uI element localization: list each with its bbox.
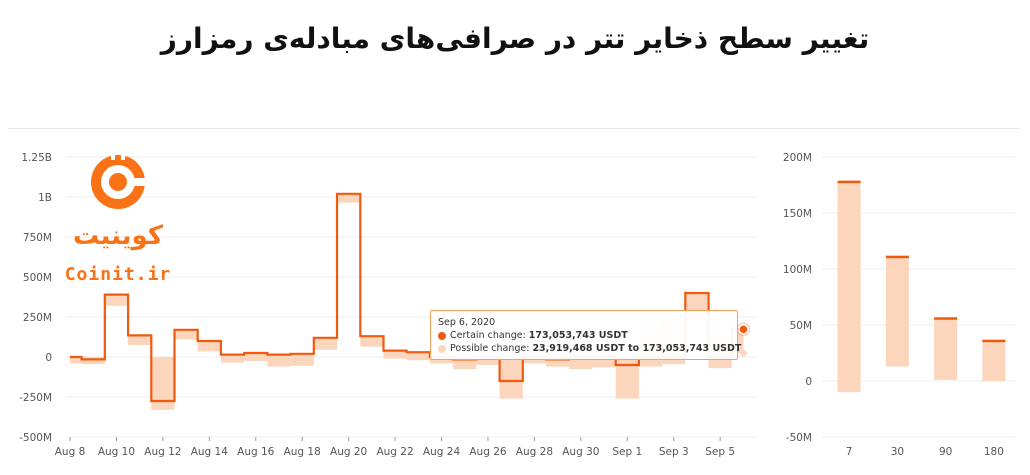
side-x-axis: 7 30 90 180 <box>846 446 1004 458</box>
main-y-tick-label: -250M <box>19 392 52 404</box>
possible-change-band <box>360 336 384 347</box>
main-x-tick-label: Sep 5 <box>705 446 735 458</box>
tooltip-date: Sep 6, 2020 <box>438 317 496 328</box>
main-x-tick-label: Sep 1 <box>612 446 642 458</box>
possible-change-band <box>151 357 175 410</box>
side-possible-bar[interactable] <box>982 340 1006 381</box>
side-y-tick-label: 50M <box>790 320 812 332</box>
side-y-axis: 200M 150M 100M 50M 0 -50M <box>783 152 812 444</box>
logo-persian-name: کوینیت <box>73 221 164 251</box>
possible-change-band <box>174 329 198 340</box>
main-x-tick-label: Sep 3 <box>659 446 689 458</box>
main-x-tick-label: Aug 16 <box>237 446 275 458</box>
possible-change-band <box>522 357 547 364</box>
main-y-tick-label: 500M <box>23 272 52 284</box>
possible-change-band <box>81 357 105 365</box>
side-possible-bar[interactable] <box>837 181 861 393</box>
possible-change-band <box>70 357 82 364</box>
main-x-tick-label: Aug 14 <box>191 446 229 458</box>
brand-logo: کوینیت Coinit.ir <box>62 152 174 292</box>
certain-dot-icon <box>438 331 446 340</box>
side-x-tick-label: 90 <box>939 446 952 458</box>
coinit-logo-icon: کوینیت <box>73 152 164 251</box>
main-x-tick-label: Aug 8 <box>55 446 86 458</box>
possible-change-band <box>615 357 639 399</box>
main-y-axis: 1.25B 1B 750M 500M 250M 0 -250M -500M <box>19 152 52 444</box>
logo-domain: Coinit.ir <box>64 264 172 285</box>
possible-change-band <box>406 352 430 361</box>
side-y-tick-label: 0 <box>805 376 812 388</box>
tooltip-certain-row: Certain change: 173,053,743 USDT <box>438 329 730 342</box>
main-y-tick-label: 1.25B <box>21 152 52 164</box>
side-y-tick-label: 150M <box>783 208 812 220</box>
certain-change-line[interactable] <box>70 192 744 403</box>
side-y-tick-label: 100M <box>783 264 812 276</box>
possible-change-band <box>290 353 314 366</box>
main-x-tick-label: Aug 20 <box>330 446 367 458</box>
hover-markers <box>736 322 751 358</box>
possible-dot-icon <box>438 344 446 353</box>
main-y-tick-label: 0 <box>45 352 52 364</box>
possible-change-band <box>476 357 500 365</box>
side-certain-marker[interactable] <box>837 180 861 184</box>
main-x-tick-label: Aug 28 <box>516 446 553 458</box>
main-x-tick-label: Aug 24 <box>423 446 461 458</box>
main-y-tick-label: 1B <box>38 192 52 204</box>
main-y-tick-label: 750M <box>23 232 52 244</box>
possible-change-band <box>267 354 291 367</box>
side-x-tick-label: 180 <box>984 446 1004 458</box>
main-x-tick-label: Aug 18 <box>284 446 321 458</box>
tooltip-certain-value: 173,053,743 USDT <box>528 330 628 341</box>
possible-change-band <box>569 357 593 369</box>
side-certain-marker[interactable] <box>885 255 909 259</box>
main-x-tick-label: Aug 30 <box>562 446 599 458</box>
main-y-tick-label: 250M <box>23 312 52 324</box>
main-x-tick-label: Aug 26 <box>469 446 507 458</box>
side-x-tick-label: 30 <box>891 446 904 458</box>
main-grid <box>66 156 755 438</box>
side-bar-chart[interactable] <box>837 180 1006 393</box>
possible-change-band <box>337 193 361 203</box>
main-x-tick-label: Aug 22 <box>376 446 413 458</box>
main-x-axis: Aug 8 Aug 10 Aug 12 Aug 14 Aug 16 Aug 18 Aug 2… <box>55 437 735 458</box>
chart-frame <box>8 128 1020 468</box>
possible-change-band <box>220 354 245 363</box>
side-y-tick-label: 200M <box>783 152 812 164</box>
possible-change-band <box>104 294 129 306</box>
main-x-tick-label: Aug 10 <box>98 446 135 458</box>
side-possible-bar[interactable] <box>885 256 909 367</box>
possible-change-band <box>244 353 268 361</box>
side-certain-marker[interactable] <box>934 317 958 320</box>
hover-point <box>738 324 749 335</box>
possible-change-band <box>383 350 407 359</box>
possible-change-band <box>429 357 454 364</box>
side-possible-bar[interactable] <box>934 318 958 380</box>
possible-change-band <box>197 341 221 352</box>
tooltip-possible-row: Possible change: 23,919,468 USDT to 173,… <box>438 342 741 355</box>
chart-tooltip: Sep 6, 2020 Certain change: 173,053,743 … <box>430 310 741 360</box>
tooltip-possible-value: 23,919,468 USDT to 173,053,743 USDT <box>532 343 742 354</box>
main-x-tick-label: Aug 12 <box>144 446 181 458</box>
tooltip-possible-label: Possible change: <box>450 343 530 354</box>
main-y-tick-label: -500M <box>19 432 52 444</box>
possible-change-band <box>499 357 523 399</box>
hover-low-point <box>739 348 748 358</box>
possible-change-band <box>313 337 338 350</box>
side-certain-marker[interactable] <box>982 339 1006 343</box>
possible-change-band <box>128 335 152 345</box>
side-x-tick-label: 7 <box>846 446 853 458</box>
side-y-tick-label: -50M <box>786 432 812 444</box>
possible-change-band <box>592 357 616 368</box>
tooltip-certain-label: Certain change: <box>450 330 526 341</box>
possible-change-band <box>546 357 570 367</box>
page-title: تغییر سطح ذخایر تتر در صرافی‌های مبادله‌… <box>160 22 870 55</box>
